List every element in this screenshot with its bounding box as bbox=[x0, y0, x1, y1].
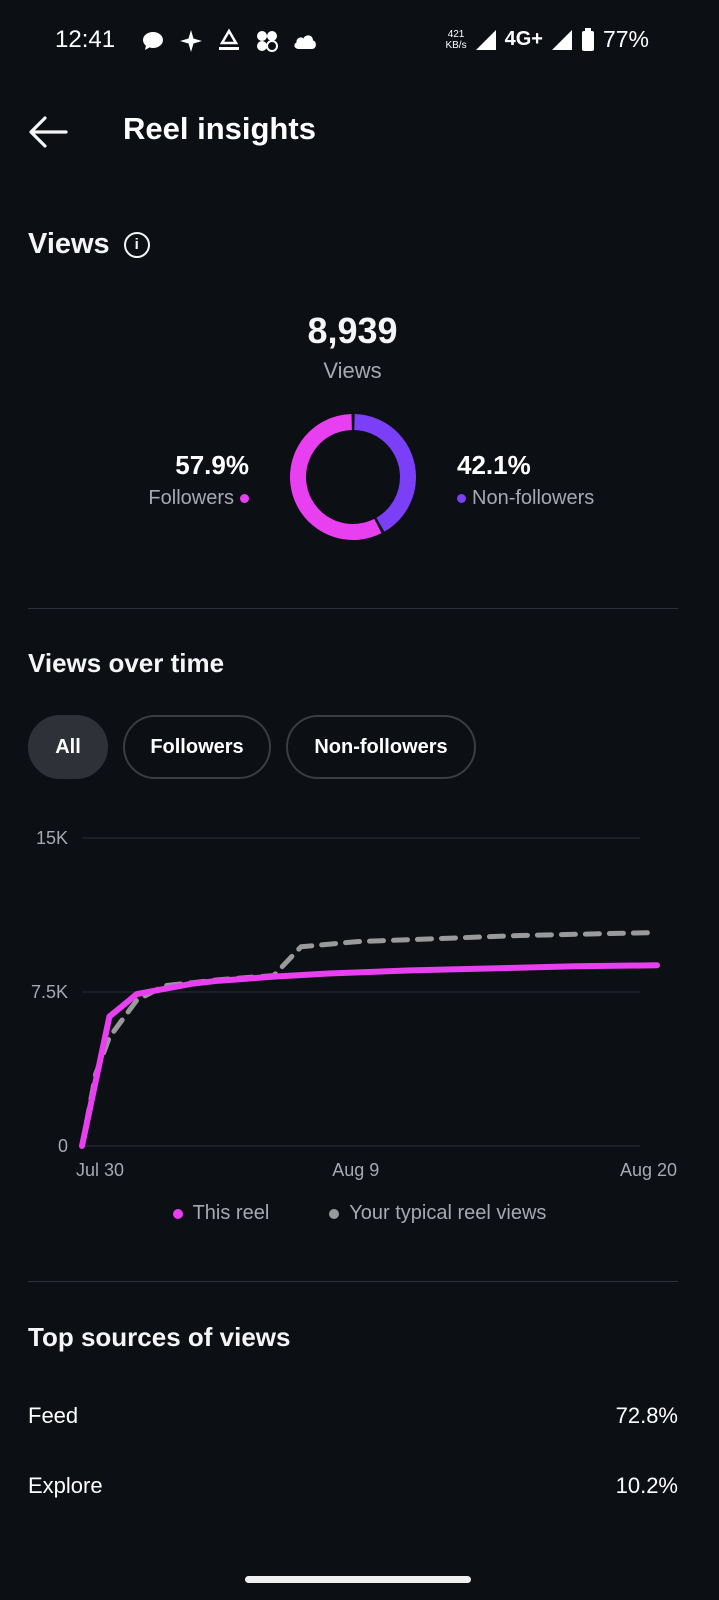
y-tick-label: 7.5K bbox=[31, 982, 68, 1002]
followers-percent: 57.9% bbox=[175, 450, 249, 480]
followers-stat: 57.9% Followers bbox=[148, 450, 249, 510]
tab-non-followers[interactable]: Non-followers bbox=[286, 715, 476, 779]
legend-item-this-reel: This reel bbox=[172, 1202, 270, 1225]
x-tick-label: Aug 20 bbox=[620, 1160, 677, 1180]
sparkle-icon bbox=[178, 28, 204, 54]
chart-legend: This reel Your typical reel views bbox=[0, 1202, 719, 1225]
legend-dot-icon bbox=[329, 1208, 340, 1219]
chat-icon bbox=[140, 28, 166, 54]
source-row-explore: Explore 10.2% bbox=[28, 1473, 678, 1499]
info-icon[interactable]: i bbox=[123, 231, 150, 258]
status-bar: 12:41 421 KB/s 4G+ 77% bbox=[0, 0, 719, 86]
donut-nonfollowers-arc bbox=[290, 414, 416, 540]
source-label: Feed bbox=[28, 1403, 79, 1428]
clover-icon bbox=[254, 28, 280, 54]
divider bbox=[28, 608, 678, 609]
views-heading: Views i bbox=[28, 228, 150, 261]
arrow-left-icon bbox=[29, 116, 68, 148]
x-tick-label: Aug 9 bbox=[332, 1160, 379, 1180]
followers-dot-icon bbox=[240, 494, 249, 503]
y-tick-label: 0 bbox=[58, 1136, 68, 1156]
followers-label: Followers bbox=[148, 487, 234, 509]
tab-all[interactable]: All bbox=[28, 715, 108, 779]
views-total: 8,939 bbox=[307, 310, 398, 351]
legend-label: Your typical reel views bbox=[349, 1202, 547, 1224]
source-value: 72.8% bbox=[615, 1403, 678, 1428]
notification-icons bbox=[140, 28, 318, 54]
battery-icon bbox=[581, 27, 594, 51]
legend-item-typical: Your typical reel views bbox=[329, 1202, 546, 1225]
nonfollowers-label-row: Non-followers bbox=[457, 487, 594, 510]
top-sources-heading: Top sources of views bbox=[28, 1322, 291, 1352]
series-line-typical bbox=[79, 930, 660, 1149]
system-status: 421 KB/s 4G+ 77% bbox=[445, 26, 649, 53]
status-time: 12:41 bbox=[55, 26, 116, 53]
y-tick-label: 15K bbox=[36, 828, 68, 848]
donut-followers-arc bbox=[289, 414, 416, 540]
home-indicator[interactable] bbox=[245, 1576, 471, 1583]
followers-label-row: Followers bbox=[148, 487, 249, 510]
views-total-label: Views bbox=[323, 358, 382, 383]
views-heading-text: Views bbox=[28, 228, 110, 260]
views-over-time-chart: 15K 7.5K 0 Jul 30 Aug 9 Aug 20 bbox=[31, 828, 677, 1180]
legend-label: This reel bbox=[192, 1202, 270, 1224]
legend-dot-icon bbox=[172, 1208, 183, 1219]
source-value: 10.2% bbox=[615, 1473, 678, 1498]
back-button[interactable] bbox=[28, 112, 68, 152]
views-donut-chart bbox=[289, 414, 416, 540]
signal-icon bbox=[475, 29, 496, 50]
network-speed-value: 421 bbox=[447, 28, 465, 40]
nonfollowers-label: Non-followers bbox=[472, 487, 595, 509]
network-speed-unit: KB/s bbox=[445, 39, 467, 51]
source-row-feed: Feed 72.8% bbox=[28, 1403, 678, 1429]
page-title: Reel insights bbox=[123, 111, 316, 146]
nonfollowers-stat: 42.1% Non-followers bbox=[457, 450, 594, 510]
audience-tabs: All Followers Non-followers bbox=[28, 715, 476, 779]
views-over-time-heading: Views over time bbox=[28, 648, 225, 678]
source-label: Explore bbox=[28, 1473, 103, 1498]
tab-followers[interactable]: Followers bbox=[123, 715, 271, 779]
nonfollowers-dot-icon bbox=[457, 494, 466, 503]
network-type: 4G+ bbox=[504, 28, 543, 50]
x-tick-label: Jul 30 bbox=[76, 1160, 124, 1180]
astrapay-icon bbox=[216, 28, 242, 54]
cloud-icon bbox=[292, 28, 318, 54]
network-speed: 421 KB/s bbox=[445, 29, 466, 51]
signal-icon-2 bbox=[551, 29, 572, 50]
divider bbox=[28, 1281, 678, 1282]
battery-percent: 77% bbox=[602, 26, 649, 52]
nonfollowers-percent: 42.1% bbox=[457, 450, 531, 480]
